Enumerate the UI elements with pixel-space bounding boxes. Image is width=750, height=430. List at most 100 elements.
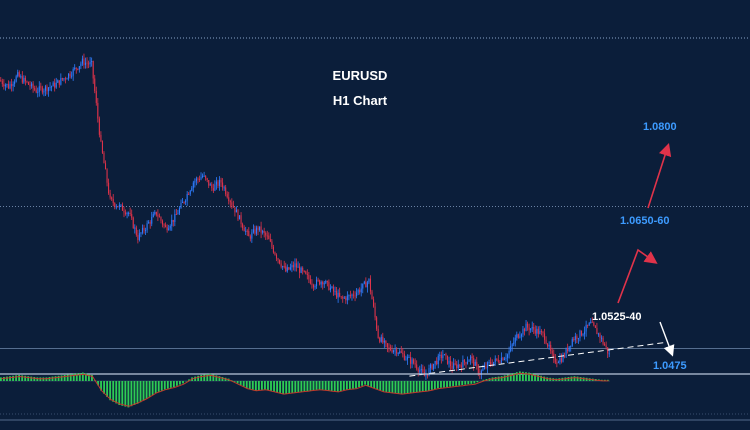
histogram-bar [379, 381, 382, 391]
candle-body [129, 212, 131, 215]
candle-body [548, 344, 550, 347]
candle-body [175, 214, 177, 216]
histogram-bar [233, 381, 236, 382]
candle-body [242, 224, 244, 228]
candle-body [263, 230, 265, 233]
candle-body [334, 291, 336, 293]
candle-body [354, 295, 356, 297]
candle-body [356, 292, 358, 296]
candle-body [269, 239, 271, 242]
histogram-bar [197, 375, 200, 381]
histogram-bar [430, 381, 433, 390]
candle-body [172, 219, 174, 222]
candle-body [379, 337, 381, 342]
histogram-bar [54, 376, 57, 381]
candle-body [237, 210, 239, 220]
histogram-bar [531, 373, 533, 381]
candle-body [451, 366, 453, 369]
histogram-bar [309, 381, 312, 391]
arrow-to-1.0800 [647, 142, 672, 209]
candle-body [121, 204, 124, 211]
histogram-bar [15, 375, 17, 381]
candle-body [249, 236, 251, 239]
histogram-bar [176, 381, 178, 386]
candle-body [178, 208, 180, 214]
histogram-bar [209, 373, 212, 381]
candle-body [491, 364, 493, 366]
candle-body [223, 187, 225, 189]
candle-body [197, 178, 199, 180]
candle-body [128, 212, 130, 214]
histogram-bar [415, 381, 418, 393]
histogram-bar [6, 376, 8, 381]
candle-body [63, 78, 65, 80]
candle-body [319, 280, 321, 285]
candle-body [137, 234, 139, 240]
candle-body [149, 222, 151, 224]
candle-body [151, 217, 153, 224]
candle-body [565, 348, 567, 357]
candle-body [342, 297, 344, 299]
histogram-bar [154, 381, 157, 393]
histogram-bar [69, 374, 72, 381]
candle-body [434, 360, 436, 364]
histogram-bar [345, 381, 348, 390]
arrow-to-1.0650 [617, 248, 658, 304]
histogram-bar [300, 381, 303, 392]
candle-body [316, 279, 318, 287]
candle-body [15, 76, 17, 82]
histogram-bar [546, 377, 549, 381]
candle-body [180, 202, 182, 209]
histogram-bar [139, 381, 142, 403]
candle-body [503, 358, 506, 361]
histogram-bar [12, 375, 14, 381]
candle-body [325, 280, 327, 284]
histogram-bar [118, 381, 121, 405]
candle-body [145, 229, 147, 231]
candle-body [174, 214, 176, 222]
candle-body [275, 254, 278, 259]
candle-body [380, 336, 382, 342]
candle-body [402, 352, 404, 355]
histogram-bar [509, 373, 512, 381]
histogram-bar [394, 381, 397, 394]
candle-body [480, 370, 482, 375]
histogram-bar [321, 381, 324, 390]
candle-body [289, 267, 291, 270]
candle-body [433, 363, 435, 370]
candle-body [77, 68, 79, 70]
histogram-bar [27, 376, 30, 381]
candle-body [317, 279, 319, 281]
histogram-bar [349, 381, 351, 389]
histogram-bar [48, 377, 51, 381]
candle-body [608, 353, 610, 355]
candle-body [351, 294, 353, 297]
candle-body [419, 370, 421, 372]
histogram-bar [124, 381, 127, 407]
histogram-bar [476, 381, 479, 383]
histogram-bar [112, 381, 115, 402]
candle-body [95, 91, 97, 103]
signal-line [1, 372, 609, 407]
candle-body [211, 184, 213, 189]
candle-body [252, 229, 254, 233]
candle-body [274, 252, 276, 255]
candle-body [198, 179, 201, 181]
candle-body [38, 86, 40, 92]
candle-body [277, 258, 279, 260]
histogram-bar [136, 381, 139, 404]
histogram-bar [388, 381, 391, 393]
candle-body [580, 330, 583, 336]
histogram-bar [467, 381, 470, 385]
candle-body [523, 328, 526, 332]
candle-body [591, 321, 593, 323]
histogram-bar [115, 381, 118, 404]
candle-body [134, 227, 136, 229]
histogram-bar [382, 381, 385, 392]
histogram-bar [333, 381, 336, 392]
candle-body [195, 178, 197, 182]
histogram-bar [51, 376, 54, 381]
candle-body [585, 324, 587, 332]
candle-body [302, 267, 304, 271]
candle-body [265, 232, 267, 236]
